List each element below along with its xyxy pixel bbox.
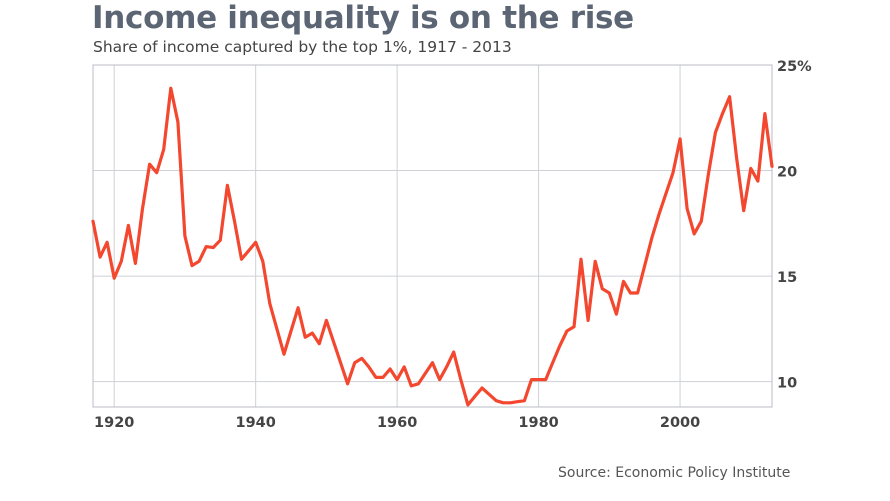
y-tick-label: 20 bbox=[777, 165, 797, 181]
chart-title: Income inequality is on the rise bbox=[92, 0, 634, 36]
x-tick-label: 2000 bbox=[660, 415, 700, 431]
y-axis: 10 15 20 25% bbox=[777, 59, 812, 392]
chart-source: Source: Economic Policy Institute bbox=[558, 465, 791, 481]
x-tick-label: 1940 bbox=[235, 415, 275, 431]
chart-subtitle: Share of income captured by the top 1%, … bbox=[93, 38, 512, 56]
x-tick-label: 1960 bbox=[377, 415, 417, 431]
x-axis: 1920 1940 1960 1980 2000 bbox=[94, 415, 700, 431]
y-tick-label: 15 bbox=[777, 270, 797, 286]
x-tick-label: 1980 bbox=[518, 415, 558, 431]
series-line bbox=[91, 86, 774, 407]
x-tick-label: 1920 bbox=[94, 415, 134, 431]
y-tick-label: 25% bbox=[777, 59, 812, 75]
gridlines bbox=[93, 65, 772, 407]
y-tick-label: 10 bbox=[777, 376, 797, 392]
plot-frame bbox=[92, 64, 773, 408]
